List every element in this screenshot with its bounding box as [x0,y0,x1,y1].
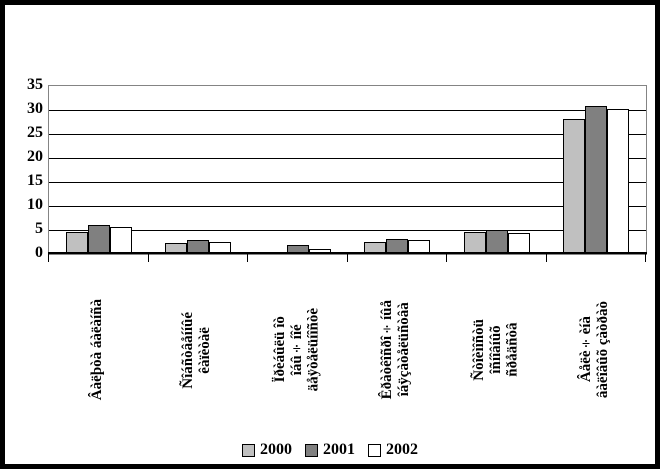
gridline [49,182,646,183]
legend-item-2000: 2000 [242,442,292,458]
y-tick-label: 35 [27,76,43,93]
x-axis-tick [446,254,447,262]
bar-2001-cat6 [585,106,607,254]
category-labels: Âàëþòà áàëàíñà Ñîáñòâåííûé êàïèòàë Ïðèáûëü… [48,264,645,436]
bar-2000-cat5 [464,232,486,254]
x-axis-tick [48,254,49,262]
bar-2001-cat1 [88,225,110,254]
plot-area [48,85,647,255]
x-axis-line [48,252,647,254]
x-axis-tick [645,254,646,262]
category-label: Êðàòêîñðî÷íûå îáÿçàòåëüñòâà [379,300,413,400]
x-axis-tick [347,254,348,262]
x-axis-tick [247,254,248,262]
bar-2002-cat1 [110,227,132,254]
y-tick-label: 0 [35,244,43,261]
y-tick-label: 25 [27,124,43,141]
x-axis-tick [546,254,547,262]
gridline [49,110,646,111]
category-cell-5: Ñòîèìîñòü îñíîâíûõ ñðåäñòâ [446,264,546,436]
legend-label: 2001 [323,441,355,458]
legend-swatch [368,443,381,457]
x-axis-tick [148,254,149,262]
legend-item-2002: 2002 [368,442,418,458]
category-cell-1: Âàëþòà áàëàíñà [48,264,148,436]
legend: 2000 2001 2002 [5,439,655,461]
bar-2000-cat1 [66,232,88,254]
bar-2002-cat6 [607,109,629,254]
bar-2002-cat5 [508,233,530,254]
gridline [49,134,646,135]
category-label: Ñòîèìîñòü îñíîâíûõ ñðåäñòâ [470,319,521,381]
legend-item-2001: 2001 [305,442,355,458]
y-tick-label: 30 [27,100,43,117]
category-label: Âàëþòà áàëàíñà [89,299,106,401]
category-cell-3: Ïðèáûëü îò îáû÷íîé äåÿòåëüíîñòè [247,264,347,436]
legend-swatch [305,443,318,457]
y-tick-label: 5 [35,220,43,237]
gridline [49,230,646,231]
bar-2000-cat6 [563,119,585,254]
bar-2001-cat5 [486,230,508,254]
y-tick-label: 15 [27,172,43,189]
legend-swatch [242,443,255,457]
gridline [49,206,646,207]
y-tick-label: 20 [27,148,43,165]
legend-label: 2002 [386,441,418,458]
category-cell-6: Âåëè÷èíà âàëîâûõ çàòðàò [546,264,646,436]
y-tick-label: 10 [27,196,43,213]
category-cell-4: Êðàòêîñðî÷íûå îáÿçàòåëüñòâà [347,264,447,436]
gridline [49,158,646,159]
category-label: Ñîáñòâåííûé êàïèòàë [180,311,214,389]
category-label: Âåëè÷èíà âàëîâûõ çàòðàò [578,301,612,399]
legend-label: 2000 [260,441,292,458]
category-cell-2: Ñîáñòâåííûé êàïèòàë [148,264,248,436]
category-label: Ïðèáûëü îò îáû÷íîé äåÿòåëüíîñòè [271,308,322,392]
